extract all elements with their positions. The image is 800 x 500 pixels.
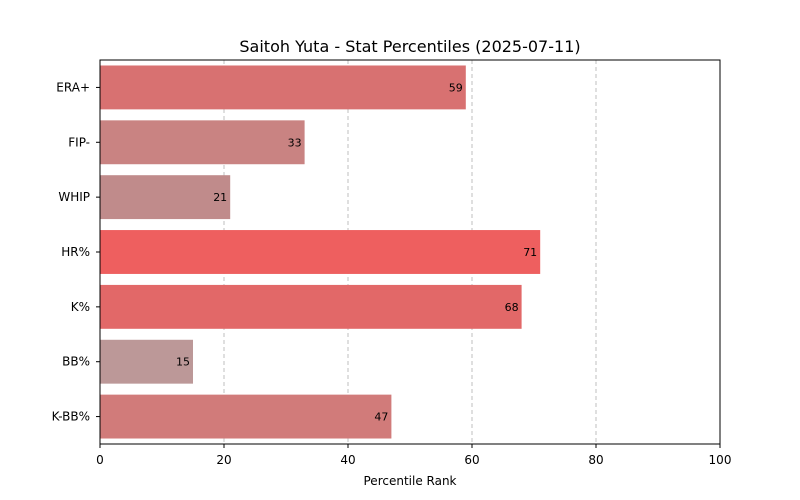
y-tick-label: WHIP [58, 190, 90, 204]
x-tick-label: 80 [588, 453, 603, 467]
x-tick-label: 60 [464, 453, 479, 467]
y-tick-label: FIP- [68, 135, 90, 149]
data-labels: 59 33 21 71 68 15 47 [176, 81, 537, 423]
bar-era- [100, 65, 466, 110]
y-tick-label: BB% [62, 355, 90, 369]
x-tick-label: 100 [709, 453, 732, 467]
x-axis-label: Percentile Rank [364, 474, 457, 488]
y-tick-label: K-BB% [52, 410, 90, 424]
bar-whip [100, 175, 231, 220]
y-tick-label: K% [71, 300, 90, 314]
bar-hr- [100, 230, 541, 274]
data-label: 33 [288, 136, 302, 149]
data-label: 47 [374, 411, 388, 424]
bar-k-bb- [100, 394, 392, 439]
y-tick-label: HR% [61, 245, 90, 259]
data-label: 21 [213, 191, 227, 204]
bar-bb- [100, 339, 193, 384]
y-tick-label: ERA+ [56, 80, 90, 94]
x-tick-label: 20 [216, 453, 231, 467]
data-label: 59 [449, 81, 463, 94]
data-label: 68 [505, 301, 519, 314]
data-label: 71 [523, 246, 537, 259]
x-tick-label: 40 [340, 453, 355, 467]
data-label: 15 [176, 356, 190, 369]
bars [100, 65, 541, 439]
chart-title: Saitoh Yuta - Stat Percentiles (2025-07-… [239, 37, 580, 56]
bar-fip- [100, 120, 305, 165]
bar-k- [100, 284, 522, 329]
y-axis-ticks: ERA+ FIP- WHIP HR% K% BB% K-BB% [52, 80, 100, 424]
x-tick-label: 0 [96, 453, 104, 467]
x-axis-ticks: 0 20 40 60 80 100 [96, 444, 731, 467]
